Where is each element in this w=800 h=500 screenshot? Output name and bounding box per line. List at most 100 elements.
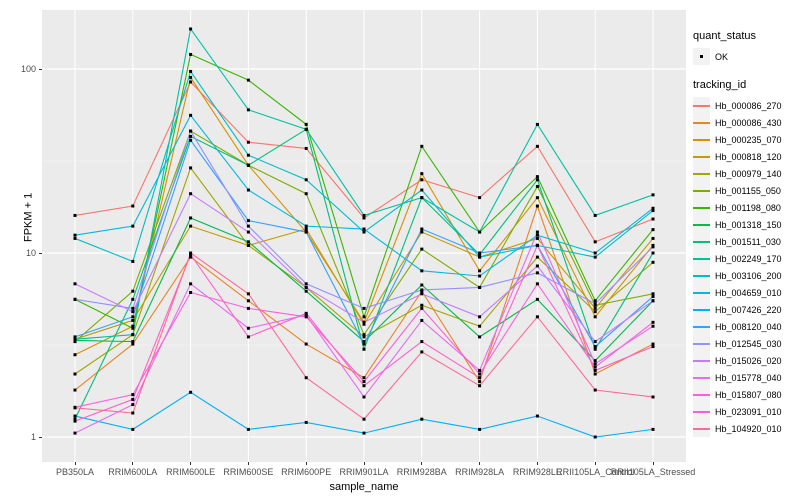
legend-item-label: Hb_000235_070	[715, 134, 782, 145]
legend-color-line	[693, 325, 710, 328]
legend-item: Hb_000086_430	[693, 114, 799, 131]
data-point	[651, 342, 655, 346]
data-point	[189, 282, 193, 286]
legend-item: Hb_012545_030	[693, 335, 799, 352]
data-point	[189, 192, 193, 196]
legend-item: Hb_004659_010	[693, 284, 799, 301]
x-axis-title: sample_name	[329, 481, 399, 493]
data-point	[304, 127, 308, 131]
legend-item: Hb_003106_200	[693, 267, 799, 284]
x-tick-label: RRIM928BA	[396, 467, 447, 477]
data-point	[304, 285, 308, 289]
legend-color-line	[693, 206, 710, 209]
x-tick-mark	[190, 462, 192, 465]
data-point	[593, 365, 597, 369]
data-point	[304, 315, 308, 319]
data-point	[420, 230, 424, 234]
data-point	[189, 27, 193, 31]
data-point	[420, 417, 424, 421]
data-point	[246, 292, 250, 296]
data-point	[593, 435, 597, 439]
data-point	[189, 80, 193, 84]
line-key-icon	[693, 165, 710, 182]
x-tick-mark	[74, 462, 76, 465]
data-point	[420, 292, 424, 296]
data-point	[362, 431, 366, 435]
data-point	[246, 219, 250, 223]
data-point	[362, 395, 366, 399]
x-tick-label: RRII105LA_Stressed	[610, 467, 696, 477]
data-point	[362, 342, 366, 346]
legend-color-line	[693, 274, 710, 277]
data-point	[593, 372, 597, 376]
legend-item: Hb_001155_050	[693, 182, 799, 199]
data-point	[362, 320, 366, 324]
data-point	[131, 333, 135, 337]
data-point	[420, 172, 424, 176]
legend-item-label: Hb_000086_430	[715, 117, 782, 128]
legend-item: Hb_015026_020	[693, 352, 799, 369]
data-point	[651, 228, 655, 232]
data-point	[478, 255, 482, 259]
x-tick-label: RRIM600LE	[166, 467, 216, 477]
line-key-icon	[693, 335, 710, 352]
legend-color-line	[693, 189, 710, 192]
data-point	[362, 322, 366, 326]
data-point	[73, 431, 77, 435]
plot-svg	[42, 10, 686, 462]
data-point	[593, 240, 597, 244]
data-point	[478, 315, 482, 319]
legend-item-label: Hb_001155_050	[715, 185, 781, 196]
data-point	[420, 188, 424, 192]
legend-item: Hb_000235_070	[693, 131, 799, 148]
data-point	[535, 204, 539, 208]
data-point	[362, 417, 366, 421]
legend-color-line	[693, 138, 710, 141]
data-point	[304, 289, 308, 293]
line-key-icon	[693, 386, 710, 403]
data-point	[420, 283, 424, 287]
x-tick-label: RRII105LA_Control	[556, 467, 635, 477]
data-point	[535, 255, 539, 259]
legend-item-ok: OK	[693, 48, 799, 65]
line-key-icon	[693, 250, 710, 267]
data-point	[73, 417, 77, 421]
data-point	[189, 138, 193, 142]
data-point	[651, 324, 655, 328]
data-point	[420, 178, 424, 182]
data-point	[651, 395, 655, 399]
data-point	[73, 236, 77, 240]
line-key-icon	[693, 284, 710, 301]
legend-item-label: Hb_003106_200	[715, 270, 782, 281]
data-point	[593, 302, 597, 306]
line-key-icon	[693, 148, 710, 165]
legend-item-label: Hb_002249_170	[715, 253, 782, 264]
data-point	[304, 342, 308, 346]
data-point	[304, 282, 308, 286]
data-point	[651, 206, 655, 210]
data-point	[651, 345, 655, 349]
data-point	[651, 236, 655, 240]
legend-color-line	[693, 427, 710, 430]
legend-color-line	[693, 308, 710, 311]
data-point	[304, 192, 308, 196]
legend-item-label: Hb_007426_220	[715, 304, 782, 315]
data-point	[131, 324, 135, 328]
data-point	[651, 193, 655, 197]
legend-item-label: Hb_015778_040	[715, 372, 782, 383]
x-tick-label: RRIM600SE	[223, 467, 274, 477]
data-point	[73, 213, 77, 217]
legend-item: Hb_015778_040	[693, 369, 799, 386]
data-point	[246, 163, 250, 167]
legend-item: Hb_000979_140	[693, 165, 799, 182]
data-point	[131, 318, 135, 322]
data-point	[478, 380, 482, 384]
data-point	[246, 230, 250, 234]
legend-item: Hb_001511_030	[693, 233, 799, 250]
line-key-icon	[693, 131, 710, 148]
data-point	[478, 335, 482, 339]
data-point	[535, 233, 539, 237]
data-point	[362, 227, 366, 231]
x-tick-label: RRIM901LA	[339, 467, 389, 477]
legend: quant_status OK tracking_id Hb_000086_27…	[693, 30, 799, 437]
